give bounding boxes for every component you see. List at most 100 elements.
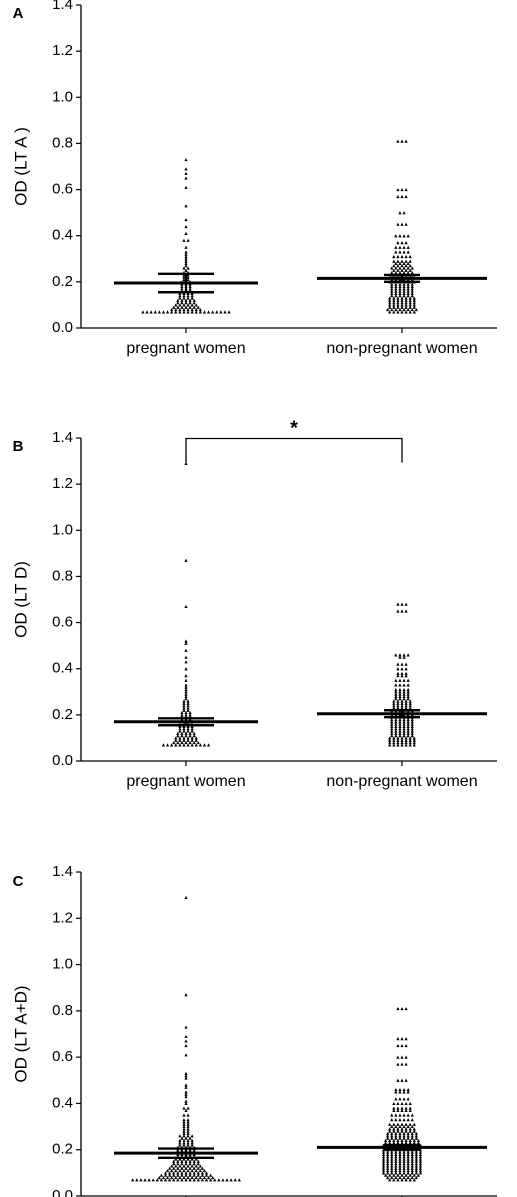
data-point — [402, 250, 406, 254]
data-point — [394, 1171, 398, 1175]
y-tick-label: 1.0 — [52, 956, 73, 973]
data-point — [161, 743, 166, 747]
data-point — [184, 1173, 188, 1177]
data-point — [408, 738, 412, 742]
data-point — [392, 254, 396, 259]
data-point — [190, 727, 194, 731]
y-tick-label: 0.6 — [52, 1048, 73, 1065]
data-point — [394, 734, 398, 738]
data-point — [396, 298, 400, 302]
y-tick-label: 0.4 — [52, 660, 73, 677]
data-point — [398, 1134, 402, 1138]
y-tick-label: 0.0 — [52, 319, 73, 336]
data-point — [392, 1122, 396, 1126]
data-point — [410, 1136, 414, 1140]
data-point — [406, 261, 410, 265]
data-point — [406, 678, 410, 682]
data-point — [398, 1175, 402, 1180]
data-point — [410, 720, 414, 724]
data-point — [408, 1106, 412, 1110]
data-point — [406, 697, 410, 701]
data-point — [400, 1043, 404, 1048]
y-tick-label: 0.8 — [52, 567, 73, 584]
data-point — [184, 231, 188, 236]
data-point — [388, 305, 392, 309]
data-point — [386, 1152, 390, 1156]
data-point — [182, 1120, 186, 1124]
data-point — [182, 238, 186, 242]
data-point — [396, 674, 400, 678]
data-point — [186, 743, 190, 747]
data-point — [394, 1090, 398, 1094]
data-point — [198, 310, 202, 314]
data-point — [394, 687, 398, 692]
data-point — [406, 1134, 410, 1138]
data-point — [398, 250, 402, 254]
data-point — [180, 1171, 184, 1175]
data-point — [184, 167, 188, 171]
data-point — [396, 241, 400, 245]
data-point — [404, 222, 408, 226]
data-point — [186, 1118, 190, 1122]
data-point — [159, 1173, 163, 1177]
data-point — [404, 1101, 408, 1106]
data-point — [404, 1129, 408, 1133]
data-point — [410, 307, 414, 312]
data-point — [410, 1162, 414, 1166]
data-point — [418, 1159, 423, 1163]
data-point — [213, 1178, 217, 1182]
data-point — [400, 1122, 404, 1126]
data-point — [410, 1124, 414, 1129]
data-point — [186, 701, 190, 705]
data-point — [418, 1164, 423, 1168]
data-point — [182, 1127, 186, 1131]
data-point — [402, 678, 406, 682]
data-point — [386, 1162, 390, 1166]
data-point — [186, 1141, 190, 1145]
data-point — [396, 662, 400, 666]
data-point — [406, 294, 410, 298]
data-point — [400, 301, 404, 305]
data-point — [396, 609, 400, 613]
data-point — [398, 731, 402, 735]
data-point — [388, 303, 392, 307]
data-point — [176, 740, 180, 745]
data-point — [186, 699, 190, 703]
data-point — [394, 731, 398, 735]
data-point — [184, 734, 188, 738]
data-point — [182, 701, 186, 705]
data-point — [390, 1166, 394, 1170]
data-point — [390, 720, 394, 724]
data-point — [182, 729, 186, 733]
data-point — [408, 1178, 412, 1182]
data-point — [184, 641, 188, 645]
data-point — [398, 687, 402, 692]
data-point — [404, 1043, 408, 1048]
data-point — [390, 1159, 394, 1163]
data-point — [402, 1113, 406, 1117]
data-point — [184, 1025, 188, 1029]
data-point — [398, 734, 402, 738]
data-point — [402, 211, 406, 215]
data-point — [178, 738, 182, 742]
data-point — [392, 701, 396, 705]
data-point — [402, 731, 406, 735]
data-point — [392, 296, 396, 300]
data-point — [186, 704, 190, 708]
data-point — [400, 241, 404, 245]
data-point — [410, 282, 414, 286]
data-point — [174, 736, 178, 740]
data-point — [182, 1138, 186, 1143]
data-point — [178, 1143, 182, 1147]
data-point — [400, 1129, 404, 1133]
data-point — [410, 1175, 414, 1180]
data-point — [396, 602, 400, 606]
data-point — [202, 743, 207, 747]
data-point — [414, 1164, 418, 1168]
data-point — [188, 734, 192, 738]
data-point — [196, 1159, 200, 1163]
data-point — [390, 727, 394, 731]
data-point — [392, 1141, 396, 1145]
data-point — [394, 678, 398, 682]
data-point — [398, 690, 402, 694]
